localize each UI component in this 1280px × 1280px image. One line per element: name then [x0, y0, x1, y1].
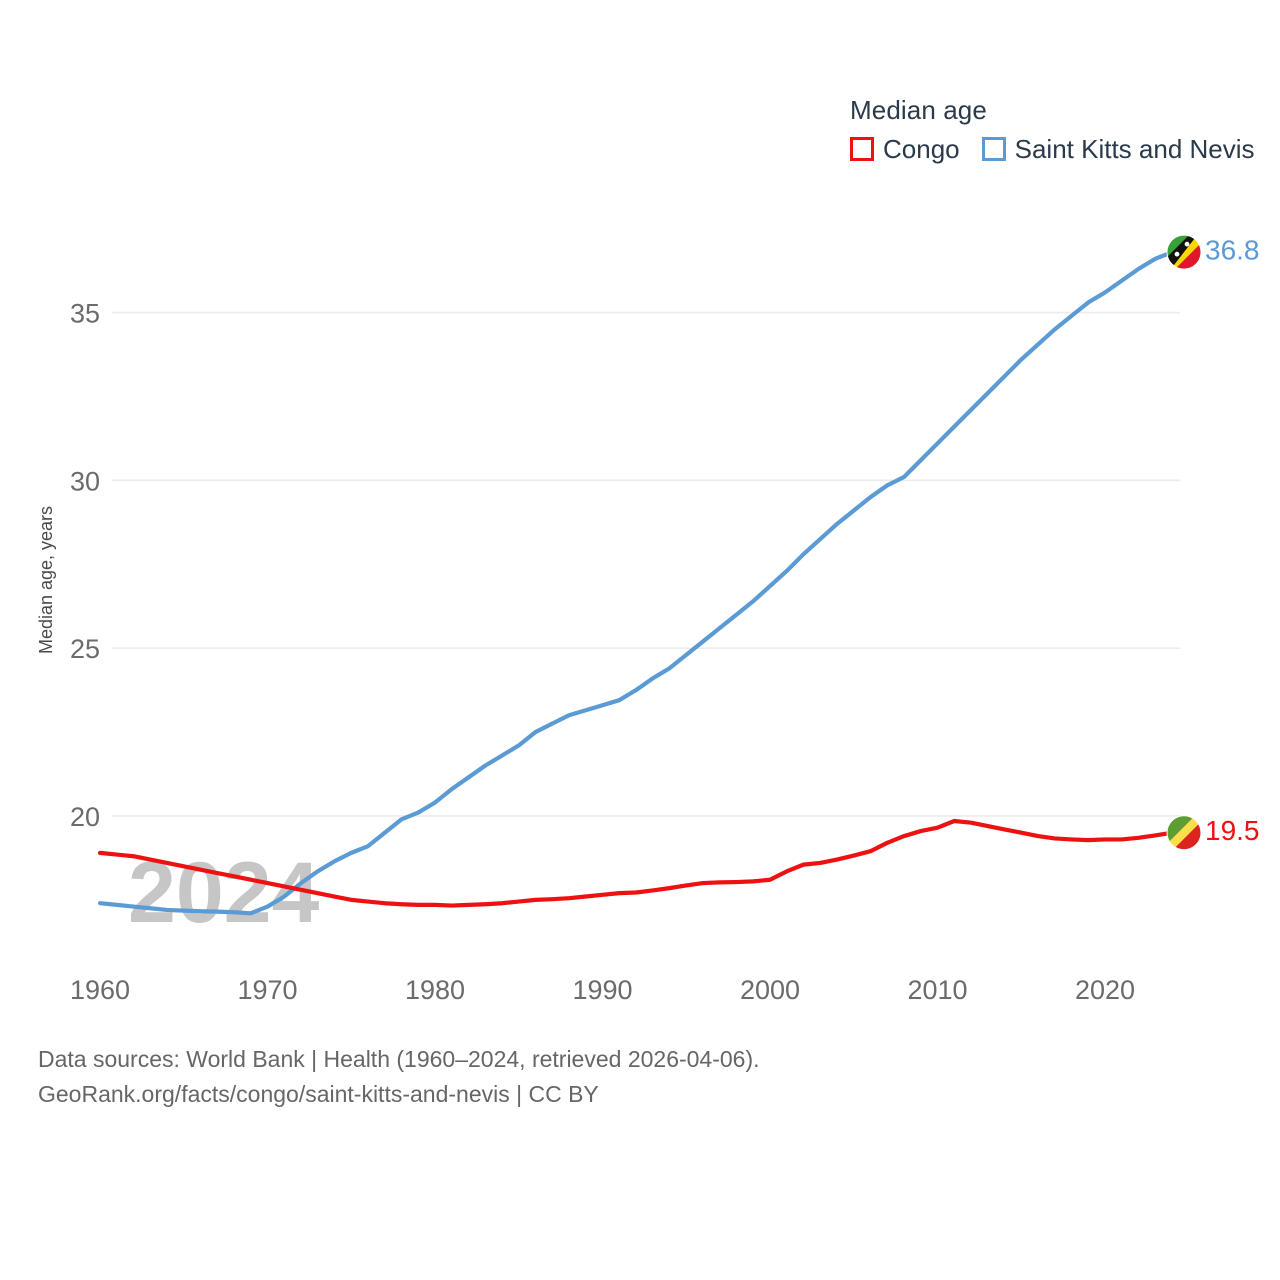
flag-marker-congo-icon: [1166, 815, 1202, 851]
y-axis-title: Median age, years: [36, 506, 56, 654]
y-tick-25: 25: [70, 634, 100, 664]
x-tick-2020: 2020: [1075, 975, 1135, 1005]
x-tick-1960: 1960: [70, 975, 130, 1005]
x-tick-2000: 2000: [740, 975, 800, 1005]
y-axis-tick-labels: 20 25 30 35: [70, 299, 100, 832]
legend-title: Median age: [850, 95, 987, 125]
end-label-saint-kitts-and-nevis: 36.8: [1205, 235, 1260, 266]
chart-legend: Median age Congo Saint Kitts and Nevis: [850, 96, 1260, 162]
x-axis-tick-labels: 1960 1970 1980 1990 2000 2010 2020: [70, 975, 1135, 1005]
series-line-saint-kitts-and-nevis: [97, 250, 1175, 916]
legend-item-saint-kitts-and-nevis[interactable]: Saint Kitts and Nevis: [981, 133, 1255, 164]
x-tick-2010: 2010: [907, 975, 967, 1005]
gridlines: [112, 311, 1180, 817]
y-tick-30: 30: [70, 466, 100, 496]
flag-marker-saint-kitts-and-nevis-icon: [1166, 234, 1202, 270]
x-tick-1990: 1990: [572, 975, 632, 1005]
legend-item-congo[interactable]: Congo: [850, 136, 960, 162]
y-tick-35: 35: [70, 299, 100, 329]
chart-footer: Data sources: World Bank | Health (1960–…: [38, 1042, 1138, 1112]
legend-swatch-congo-icon: [850, 136, 874, 161]
y-tick-20: 20: [70, 802, 100, 832]
legend-label-saint-kitts-and-nevis: Saint Kitts and Nevis: [1014, 133, 1255, 164]
series-line-congo: [97, 818, 1175, 908]
x-tick-1970: 1970: [237, 975, 297, 1005]
footer-data-sources: Data sources: World Bank | Health (1960–…: [38, 1046, 760, 1072]
line-chart-svg: 20 25 30 35 1960 1970 1980 1990 2000 2010 2020 Me…: [36, 234, 1260, 1005]
legend-items: Congo Saint Kitts and Nevis: [850, 136, 1260, 162]
footer-attribution: GeoRank.org/facts/congo/saint-kitts-and-…: [38, 1080, 599, 1107]
legend-label-congo: Congo: [883, 133, 960, 164]
end-label-congo: 19.5: [1205, 815, 1260, 846]
chart-plot-area: 20 25 30 35 1960 1970 1980 1990 2000 2010 2020 Me…: [36, 234, 1260, 1005]
legend-swatch-saint-kitts-and-nevis-icon: [981, 136, 1006, 161]
x-tick-1980: 1980: [405, 975, 465, 1005]
